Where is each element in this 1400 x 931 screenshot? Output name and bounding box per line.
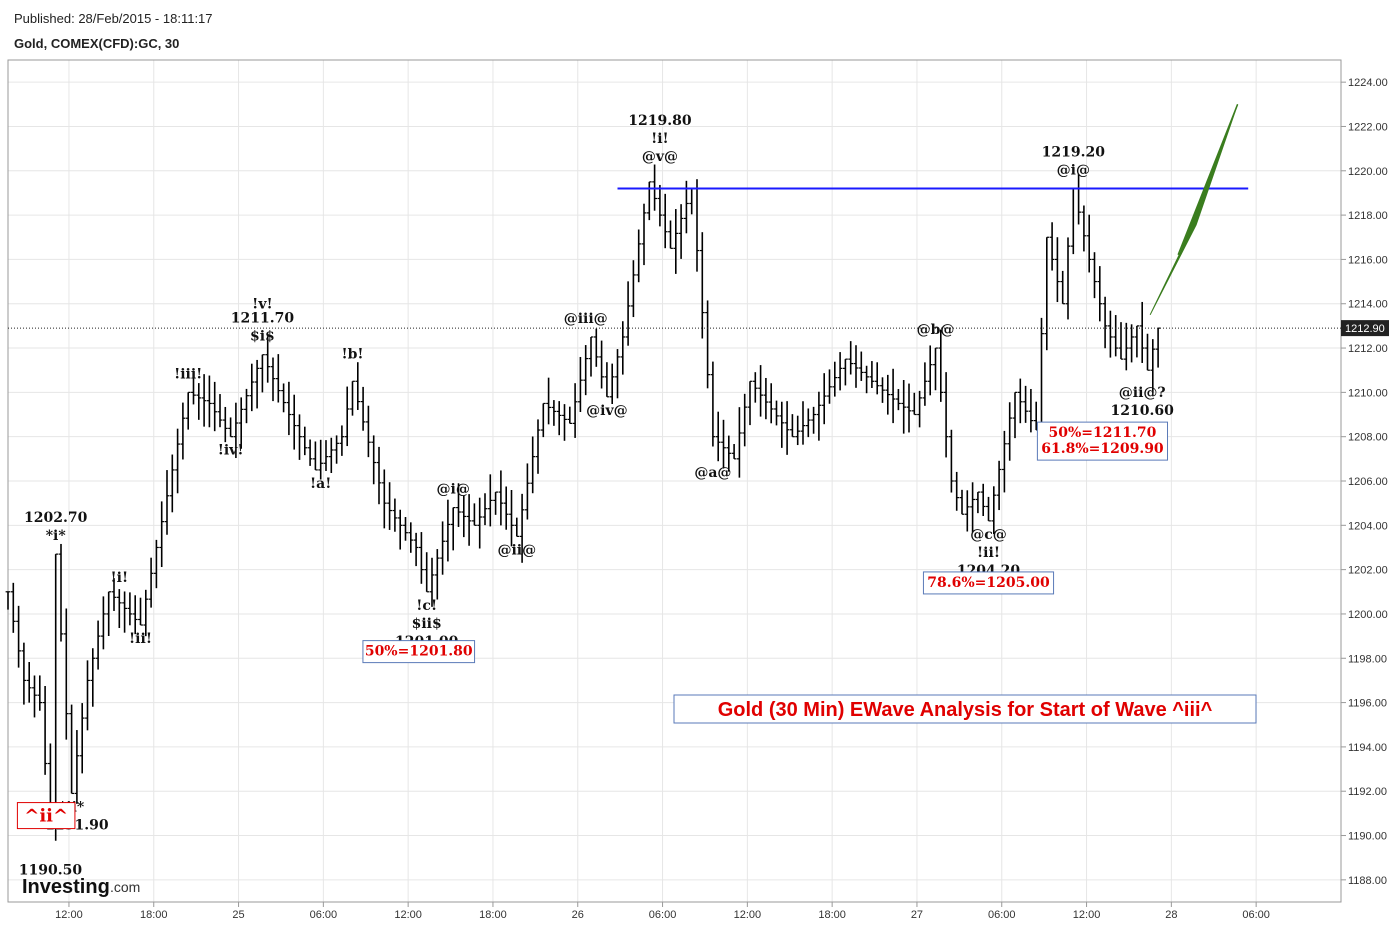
y-tick-label: 1202.00: [1348, 565, 1388, 577]
projection-arrow-edge: [1177, 104, 1239, 256]
wave-label: !a!: [310, 476, 331, 492]
symbol-title: Gold, COMEX(CFD):GC, 30: [14, 36, 180, 51]
wave-label: !ii!: [977, 545, 1000, 561]
y-tick-label: 1212.00: [1348, 343, 1388, 355]
analysis-title: Gold (30 Min) EWave Analysis for Start o…: [718, 699, 1213, 721]
y-tick-label: 1220.00: [1348, 166, 1388, 178]
wave-label: @b@: [917, 322, 955, 338]
logo-wordmark: Investing: [22, 876, 110, 898]
x-tick-label: 06:00: [988, 909, 1016, 921]
y-tick-label: 1204.00: [1348, 520, 1388, 532]
wave-label: @v@: [642, 149, 678, 165]
wave-label: @i@: [1057, 163, 1090, 179]
fib-box-text: ^ii^: [24, 806, 68, 827]
x-tick-label: 18:00: [818, 909, 846, 921]
y-tick-label: 1200.00: [1348, 609, 1388, 621]
price-label: 1219.80: [628, 113, 692, 129]
price-label: 1190.50: [19, 862, 83, 878]
x-tick-label: 12:00: [1073, 909, 1101, 921]
wave-label: @c@: [970, 527, 1007, 543]
fib-box-fib-50-a: [362, 640, 476, 664]
x-tick-label: 26: [572, 909, 584, 921]
x-tick-label: 18:00: [479, 909, 507, 921]
y-tick-label: 1192.00: [1348, 786, 1387, 798]
y-tick-label: 1206.00: [1348, 476, 1388, 488]
investing-logo: Investing .com: [22, 876, 140, 898]
x-tick-label: 06:00: [310, 909, 338, 921]
price-label: 1219.20: [1042, 145, 1106, 161]
fib-box-text: 61.8%=1209.90: [1041, 441, 1164, 457]
chart-grid: [8, 60, 1341, 902]
fib-box-text: 78.6%=1205.00: [927, 575, 1050, 591]
y-tick-label: 1224.00: [1348, 77, 1388, 89]
analysis-title-box: Gold (30 Min) EWave Analysis for Start o…: [673, 694, 1257, 724]
x-tick-label: 25: [232, 909, 244, 921]
x-tick-label: 12:00: [394, 909, 422, 921]
fib-box-fib-786: [922, 571, 1055, 595]
wave-annotations: *i**ii*!i!!ii!!iii!!iv!$i$!v!!a!!b!!c!$i…: [16, 113, 1175, 878]
y-tick-label: 1216.00: [1348, 254, 1388, 266]
y-tick-label: 1208.00: [1348, 432, 1388, 444]
fib-box-fib-50-618: [1036, 421, 1169, 461]
y-tick-label: 1210.00: [1348, 387, 1388, 399]
overlay-lines: [8, 104, 1341, 329]
price-label: 1210.60: [1111, 403, 1175, 419]
wave-label: !c!: [416, 598, 437, 614]
x-tick-label: 06:00: [1242, 909, 1270, 921]
wave-label: @ii@?: [1119, 385, 1166, 401]
wave-label: $i$: [250, 329, 275, 345]
price-label: 1202.70: [24, 510, 88, 526]
logo-suffix: .com: [110, 879, 140, 895]
analysis-title-frame: [673, 694, 1257, 724]
wave-label: !b!: [341, 346, 363, 362]
wave-label: !v!: [252, 297, 272, 313]
fib-box-text: 50%=1211.70: [1049, 425, 1157, 441]
fib-box-ii-box: [16, 802, 76, 830]
x-tick-label: 12:00: [734, 909, 762, 921]
wave-label: !ii!: [129, 631, 152, 647]
last-price-label: 1212.90: [1345, 323, 1385, 335]
y-tick-label: 1222.00: [1348, 121, 1388, 133]
y-tick-label: 1190.00: [1348, 831, 1387, 843]
x-tick-label: 12:00: [55, 909, 83, 921]
published-timestamp: Published: 28/Feb/2015 - 18:11:17: [14, 11, 213, 26]
fib-box-text: 50%=1201.80: [365, 644, 473, 660]
wave-label: !iv!: [218, 443, 244, 459]
y-tick-label: 1196.00: [1348, 698, 1387, 710]
y-tick-label: 1214.00: [1348, 299, 1388, 311]
wave-label: !i!: [110, 570, 128, 586]
x-tick-label: 27: [911, 909, 923, 921]
y-tick-label: 1218.00: [1348, 210, 1388, 222]
wave-label: @ii@: [497, 542, 536, 558]
wave-label: @iv@: [586, 403, 627, 419]
wave-label: !iii!: [174, 366, 202, 382]
wave-label: !i!: [651, 131, 669, 147]
wave-label: @a@: [694, 465, 731, 481]
last-price-tag: [1341, 320, 1389, 337]
y-tick-label: 1198.00: [1348, 653, 1387, 665]
x-tick-label: 28: [1165, 909, 1177, 921]
y-tick-label: 1188.00: [1348, 875, 1387, 887]
x-tick-label: 06:00: [649, 909, 677, 921]
price-label: 1211.70: [231, 311, 295, 327]
y-axis: 1188.00 1190.00 1192.00 1194.00 1196.00 1198.…: [1341, 77, 1389, 887]
ohlc-bars: [5, 164, 1161, 841]
y-tick-label: 1194.00: [1348, 742, 1387, 754]
x-tick-label: 18:00: [140, 909, 168, 921]
wave-label: @iii@: [564, 311, 608, 327]
wave-label: @i@: [437, 482, 470, 498]
wave-label: $ii$: [412, 616, 442, 632]
x-axis: 12:00 18:00 25 06:00 12:00 18:00 26 06:00 12:00 1…: [55, 902, 1270, 921]
wave-label: *i*: [46, 528, 67, 544]
